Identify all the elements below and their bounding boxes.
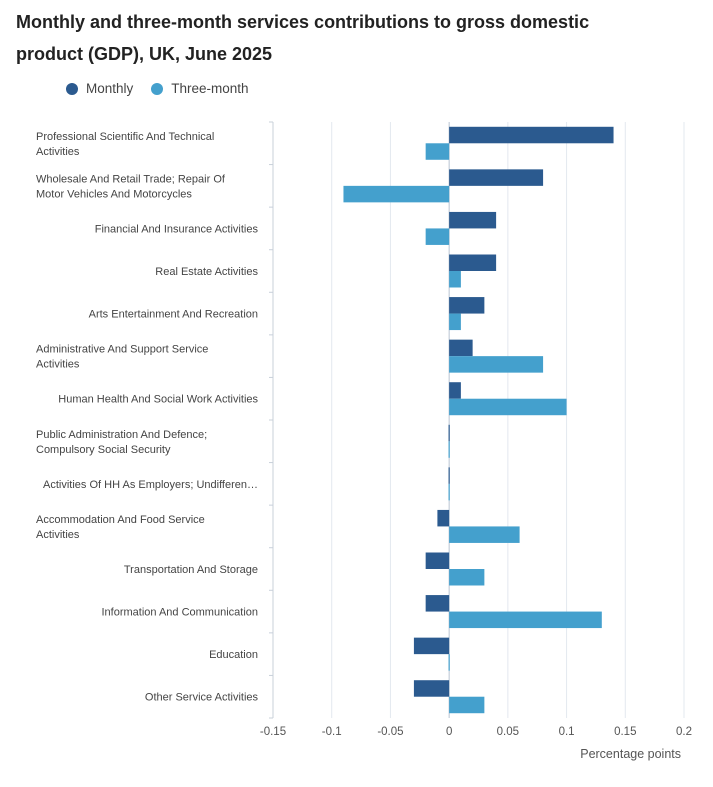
category-label-1-line-1: Motor Vehicles And Motorcycles — [36, 188, 192, 200]
category-label-9-line-0: Accommodation And Food Service — [36, 514, 205, 526]
legend-item-three-month[interactable]: Three-month — [151, 81, 249, 96]
legend-label-monthly: Monthly — [86, 81, 134, 96]
x-tick-label-4: 0.05 — [497, 726, 519, 738]
x-tick-label-5: 0.1 — [559, 726, 575, 738]
bar-three-month-5[interactable] — [449, 356, 544, 373]
bar-monthly-2[interactable] — [449, 211, 497, 229]
category-label-1-line-0: Wholesale And Retail Trade; Repair Of — [36, 173, 226, 185]
category-label-0-line-0: Professional Scientific And Technical — [36, 131, 214, 143]
bar-monthly-13[interactable] — [413, 680, 450, 697]
category-label-5-line-1: Activities — [36, 359, 80, 371]
category-label-3: Real Estate Activities — [155, 266, 258, 278]
bar-monthly-1[interactable] — [449, 169, 544, 186]
x-tick-label-2: -0.05 — [377, 726, 403, 738]
bar-three-month-12[interactable] — [448, 654, 450, 671]
bar-three-month-13[interactable] — [449, 696, 485, 714]
category-label-7-line-1: Compulsory Social Security — [36, 444, 171, 456]
bar-three-month-3[interactable] — [449, 271, 461, 288]
category-labels: Professional Scientific And Technical Act… — [36, 131, 259, 704]
x-axis-title: Percentage points — [580, 747, 681, 761]
legend-marker-monthly — [66, 82, 78, 95]
category-label-8: Activities Of HH As Employers; Undiffere… — [43, 479, 258, 491]
category-label-13: Other Service Activities — [145, 692, 259, 704]
bar-three-month-4[interactable] — [449, 313, 461, 331]
bar-monthly-3[interactable] — [449, 254, 497, 272]
category-label-12: Education — [209, 649, 258, 661]
category-label-5-line-0: Administrative And Support Service — [36, 344, 208, 356]
x-tick-label-3: 0 — [446, 726, 452, 738]
bar-three-month-6[interactable] — [449, 398, 567, 416]
bar-monthly-12[interactable] — [413, 637, 450, 655]
x-axis-ticks: -0.15 -0.1 -0.05 0 0.05 0.1 0.15 0.2 — [260, 726, 692, 738]
category-label-4: Arts Entertainment And Recreation — [89, 309, 258, 321]
bar-monthly-5[interactable] — [449, 339, 473, 357]
category-label-9-line-1: Activities — [36, 529, 80, 541]
bar-three-month-9[interactable] — [449, 526, 520, 543]
bar-monthly-6[interactable] — [449, 382, 461, 399]
x-tick-label-0: -0.15 — [260, 726, 286, 738]
category-label-0-line-1: Activities — [36, 146, 80, 158]
bar-monthly-11[interactable] — [425, 595, 450, 612]
x-tick-label-7: 0.2 — [676, 726, 692, 738]
bar-monthly-8[interactable] — [448, 467, 450, 484]
bar-monthly-10[interactable] — [425, 552, 450, 570]
category-label-11: Information And Communication — [101, 607, 258, 619]
bar-three-month-0[interactable] — [425, 143, 450, 160]
category-label-2: Financial And Insurance Activities — [95, 223, 259, 235]
bar-three-month-2[interactable] — [425, 228, 450, 245]
category-label-10: Transportation And Storage — [124, 564, 258, 576]
bar-three-month-11[interactable] — [449, 611, 602, 629]
legend-marker-three-month — [151, 82, 164, 95]
gridlines — [269, 121, 685, 719]
legend-item-monthly[interactable]: Monthly — [66, 81, 133, 96]
x-tick-label-1: -0.1 — [322, 726, 342, 738]
bar-three-month-7[interactable] — [448, 441, 450, 458]
chart-title: Monthly and three-month services contrib… — [16, 12, 590, 64]
category-label-6: Human Health And Social Work Activities — [58, 394, 258, 406]
chart-legend: Monthly Three-month — [66, 81, 267, 96]
bar-three-month-1[interactable] — [343, 185, 450, 203]
bar-monthly-9[interactable] — [437, 509, 450, 527]
bar-three-month-10[interactable] — [449, 569, 485, 586]
bar-monthly-0[interactable] — [449, 126, 614, 144]
bar-three-month-8[interactable] — [448, 483, 450, 501]
bar-monthly-4[interactable] — [449, 297, 485, 314]
category-label-7-line-0: Public Administration And Defence; — [36, 429, 207, 441]
bars — [343, 126, 614, 714]
legend-label-three-month: Three-month — [171, 81, 249, 96]
x-tick-label-6: 0.15 — [614, 726, 636, 738]
bar-monthly-7[interactable] — [448, 424, 450, 442]
